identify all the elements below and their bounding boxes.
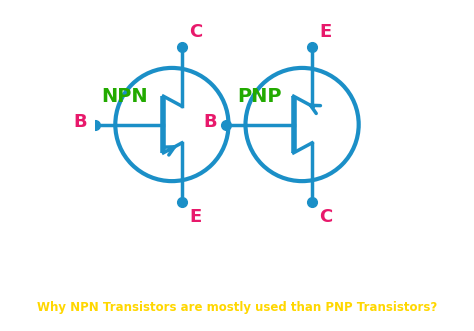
Text: PNP: PNP: [237, 87, 282, 106]
Text: Why NPN Transistors are mostly used than PNP Transistors?: Why NPN Transistors are mostly used than…: [37, 301, 437, 313]
Text: NPN: NPN: [101, 87, 148, 106]
Text: B: B: [203, 113, 217, 131]
Text: B: B: [73, 113, 87, 131]
Text: E: E: [319, 23, 331, 41]
Text: C: C: [189, 23, 202, 41]
Text: E: E: [189, 208, 201, 226]
Text: C: C: [319, 208, 332, 226]
